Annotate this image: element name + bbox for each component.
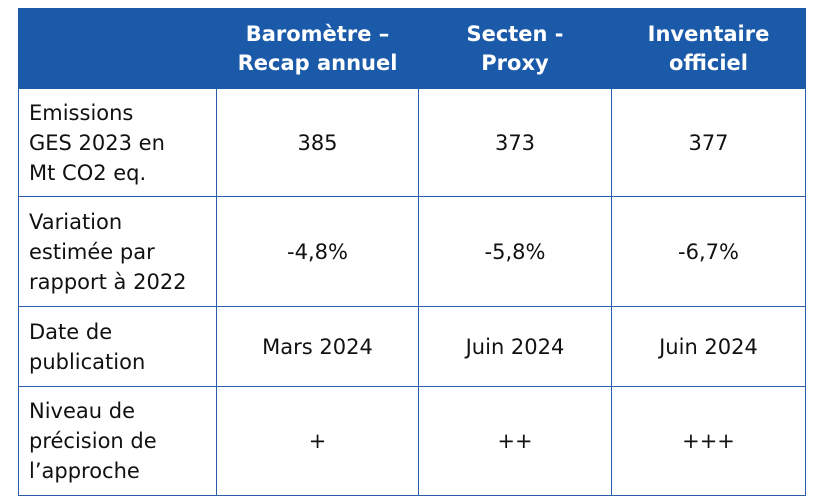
- cell-variation-secten: -5,8%: [418, 196, 612, 307]
- header-barometre-line-2: Recap annuel: [237, 50, 398, 75]
- cell-variation-inventaire: -6,7%: [611, 196, 806, 307]
- cell-emissions-barometre: 385: [216, 88, 419, 197]
- table-body: Emissions GES 2023 en Mt CO2 eq. 385 373…: [18, 88, 806, 496]
- cell-emissions-inventaire: 377: [611, 88, 806, 197]
- row-label-niveau: Niveau de précision de l’approche: [18, 386, 217, 496]
- row-label-line: publication: [29, 349, 146, 374]
- row-label-line: rapport à 2022: [29, 269, 187, 294]
- header-barometre-line-1: Baromètre –: [245, 21, 390, 46]
- cell-niveau-inventaire: +++: [611, 386, 806, 496]
- header-secten-line-2: Proxy: [481, 50, 549, 75]
- row-label-line: Mt CO2 eq.: [29, 160, 147, 185]
- row-label-line: précision de: [29, 429, 157, 453]
- header-barometre: Baromètre – Recap annuel: [216, 8, 419, 89]
- row-label-emissions: Emissions GES 2023 en Mt CO2 eq.: [18, 88, 217, 197]
- row-label-line: Emissions: [29, 100, 134, 125]
- cell-niveau-secten: ++: [418, 386, 612, 496]
- row-label-line: Niveau de: [29, 399, 135, 423]
- row-label-line: Date de: [29, 319, 113, 344]
- row-label-variation: Variation estimée par rapport à 2022: [18, 196, 217, 307]
- table-row-niveau: Niveau de précision de l’approche + ++ +…: [18, 386, 806, 496]
- header-secten-line-1: Secten -: [466, 21, 564, 46]
- header-inventaire-line-1: Inventaire: [647, 21, 770, 46]
- table-row-date: Date de publication Mars 2024 Juin 2024 …: [18, 306, 806, 387]
- row-label-line: GES 2023 en: [29, 130, 165, 155]
- cell-date-barometre: Mars 2024: [216, 306, 419, 387]
- cell-niveau-barometre: +: [216, 386, 419, 496]
- row-label-line: l’approche: [29, 459, 140, 483]
- cell-date-inventaire: Juin 2024: [611, 306, 806, 387]
- header-row: Baromètre – Recap annuel Secten - Proxy …: [18, 8, 806, 89]
- comparison-table-container: Baromètre – Recap annuel Secten - Proxy …: [18, 8, 806, 496]
- table-header: Baromètre – Recap annuel Secten - Proxy …: [18, 8, 806, 89]
- table-row-variation: Variation estimée par rapport à 2022 -4,…: [18, 196, 806, 307]
- header-corner-cell: [18, 8, 217, 89]
- row-label-line: estimée par: [29, 239, 155, 264]
- cell-date-secten: Juin 2024: [418, 306, 612, 387]
- header-inventaire: Inventaire officiel: [611, 8, 806, 89]
- header-secten: Secten - Proxy: [418, 8, 612, 89]
- cell-emissions-secten: 373: [418, 88, 612, 197]
- comparison-table: Baromètre – Recap annuel Secten - Proxy …: [18, 8, 806, 496]
- table-row-emissions: Emissions GES 2023 en Mt CO2 eq. 385 373…: [18, 88, 806, 197]
- header-inventaire-line-2: officiel: [669, 50, 748, 75]
- cell-variation-barometre: -4,8%: [216, 196, 419, 307]
- row-label-date: Date de publication: [18, 306, 217, 387]
- row-label-line: Variation: [29, 209, 123, 234]
